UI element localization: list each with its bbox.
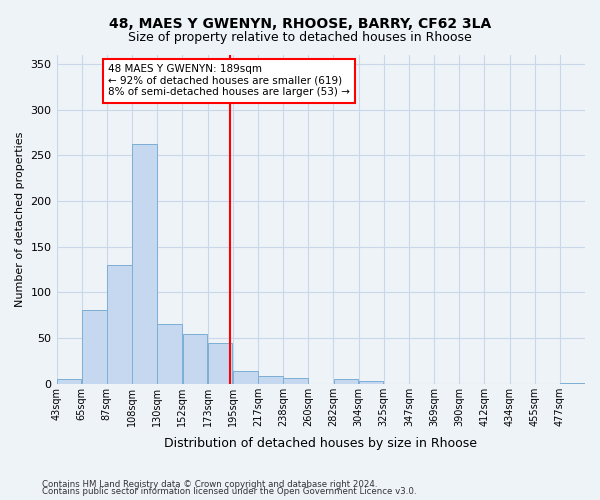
Text: Contains HM Land Registry data © Crown copyright and database right 2024.: Contains HM Land Registry data © Crown c… [42,480,377,489]
Bar [107,265,132,384]
Text: Contains public sector information licensed under the Open Government Licence v3: Contains public sector information licen… [42,487,416,496]
X-axis label: Distribution of detached houses by size in Rhoose: Distribution of detached houses by size … [164,437,477,450]
Bar [359,381,383,384]
Bar [57,379,82,384]
Bar [82,310,107,384]
Bar [132,144,157,384]
Bar [208,342,232,384]
Text: 48, MAES Y GWENYN, RHOOSE, BARRY, CF62 3LA: 48, MAES Y GWENYN, RHOOSE, BARRY, CF62 3… [109,18,491,32]
Bar [258,376,283,384]
Bar [182,334,207,384]
Bar [283,378,308,384]
Bar [334,379,358,384]
Bar [560,383,585,384]
Y-axis label: Number of detached properties: Number of detached properties [15,132,25,307]
Bar [233,371,257,384]
Bar [157,324,182,384]
Text: Size of property relative to detached houses in Rhoose: Size of property relative to detached ho… [128,31,472,44]
Text: 48 MAES Y GWENYN: 189sqm
← 92% of detached houses are smaller (619)
8% of semi-d: 48 MAES Y GWENYN: 189sqm ← 92% of detach… [108,64,350,98]
